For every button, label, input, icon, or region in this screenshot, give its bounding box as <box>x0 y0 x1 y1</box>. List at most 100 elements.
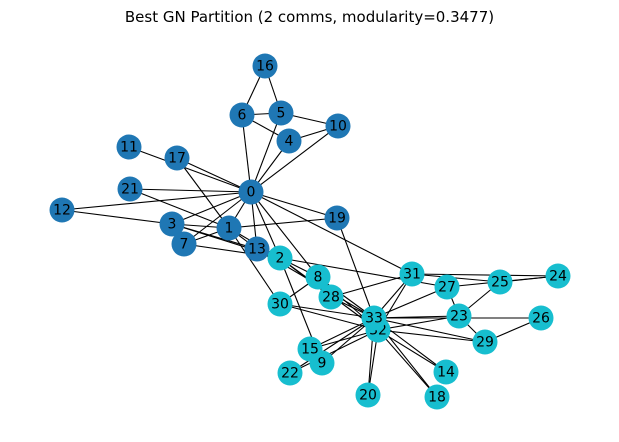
node-circle-22 <box>277 360 303 386</box>
edge-22-32 <box>289 329 379 374</box>
node-circle-26 <box>528 305 554 331</box>
node-label-13: 13 <box>248 242 266 258</box>
node-circle-11 <box>116 134 142 160</box>
node-label-4: 4 <box>285 134 294 150</box>
node-label-0: 0 <box>247 185 256 201</box>
node-label-10: 10 <box>329 119 347 135</box>
node-label-5: 5 <box>277 106 286 122</box>
node-circle-33 <box>361 305 387 331</box>
node-circle-14 <box>433 359 459 385</box>
node-33: 33 <box>361 305 387 331</box>
edge-19-33 <box>336 217 375 319</box>
node-16: 16 <box>252 53 278 79</box>
node-30: 30 <box>267 291 293 317</box>
node-label-21: 21 <box>121 182 139 198</box>
node-14: 14 <box>433 359 459 385</box>
edge-1-21 <box>129 188 230 229</box>
node-circle-17 <box>164 145 190 171</box>
node-5: 5 <box>268 100 294 126</box>
node-29: 29 <box>472 329 498 355</box>
node-label-26: 26 <box>532 311 550 327</box>
node-label-3: 3 <box>168 217 177 233</box>
node-label-8: 8 <box>314 270 323 286</box>
node-label-23: 23 <box>450 309 468 325</box>
edge-3-13 <box>171 223 258 250</box>
edge-30-32 <box>279 303 379 331</box>
node-circle-10 <box>325 113 351 139</box>
edge-28-31 <box>330 273 413 298</box>
node-label-7: 7 <box>180 237 189 253</box>
edge-0-7 <box>183 191 252 245</box>
node-circle-24 <box>545 263 571 289</box>
node-circle-4 <box>276 128 302 154</box>
edge-0-31 <box>250 191 413 275</box>
node-19: 19 <box>324 205 350 231</box>
node-24: 24 <box>545 263 571 289</box>
node-label-17: 17 <box>168 151 186 167</box>
node-circle-6 <box>229 102 255 128</box>
node-circle-16 <box>252 53 278 79</box>
node-27: 27 <box>434 274 460 300</box>
node-label-29: 29 <box>476 335 494 351</box>
node-circle-1 <box>216 215 242 241</box>
node-label-9: 9 <box>318 356 327 372</box>
node-label-20: 20 <box>359 388 377 404</box>
edge-3-12 <box>61 209 173 225</box>
edge-0-17 <box>176 157 252 193</box>
node-circle-3 <box>159 211 185 237</box>
node-circle-23 <box>446 303 472 329</box>
edge-27-33 <box>373 286 448 319</box>
edge-24-31 <box>411 273 559 277</box>
node-25: 25 <box>487 269 513 295</box>
node-label-14: 14 <box>437 365 455 381</box>
node-20: 20 <box>355 382 381 408</box>
node-label-22: 22 <box>281 366 299 382</box>
edge-1-30 <box>228 227 281 305</box>
edge-0-19 <box>250 191 338 219</box>
node-10: 10 <box>325 113 351 139</box>
node-label-12: 12 <box>53 203 71 219</box>
node-4: 4 <box>276 128 302 154</box>
node-7: 7 <box>171 231 197 257</box>
edge-18-32 <box>377 329 438 398</box>
node-23: 23 <box>446 303 472 329</box>
node-circle-28 <box>318 284 344 310</box>
edge-29-32 <box>377 329 486 343</box>
node-circle-18 <box>424 384 450 410</box>
edge-0-3 <box>171 191 252 225</box>
node-12: 12 <box>49 197 75 223</box>
node-circle-21 <box>117 176 143 202</box>
node-11: 11 <box>116 134 142 160</box>
node-1: 1 <box>216 215 242 241</box>
node-26: 26 <box>528 305 554 331</box>
node-circle-2 <box>267 245 293 271</box>
graph-title: Best GN Partition (2 comms, modularity=0… <box>124 8 495 26</box>
edge-0-21 <box>129 188 252 193</box>
node-8: 8 <box>305 264 331 290</box>
node-circle-5 <box>268 100 294 126</box>
node-label-27: 27 <box>438 280 456 296</box>
node-label-1: 1 <box>225 221 234 237</box>
edge-1-17 <box>176 157 230 229</box>
node-label-33: 33 <box>365 311 383 327</box>
node-28: 28 <box>318 284 344 310</box>
node-circle-30 <box>267 291 293 317</box>
edge-22-33 <box>289 317 375 374</box>
node-label-15: 15 <box>301 342 319 358</box>
edge-0-5 <box>250 112 282 193</box>
edge-25-31 <box>411 273 501 283</box>
node-circle-7 <box>171 231 197 257</box>
node-label-30: 30 <box>271 297 289 313</box>
node-circle-19 <box>324 205 350 231</box>
edge-0-10 <box>250 125 339 193</box>
edge-0-12 <box>61 191 252 211</box>
node-0: 0 <box>238 179 264 205</box>
node-18: 18 <box>424 384 450 410</box>
edge-0-11 <box>128 146 252 193</box>
node-circle-12 <box>49 197 75 223</box>
edge-30-33 <box>279 303 375 319</box>
node-circle-25 <box>487 269 513 295</box>
edge-0-6 <box>241 114 252 193</box>
node-circle-13 <box>244 236 270 262</box>
